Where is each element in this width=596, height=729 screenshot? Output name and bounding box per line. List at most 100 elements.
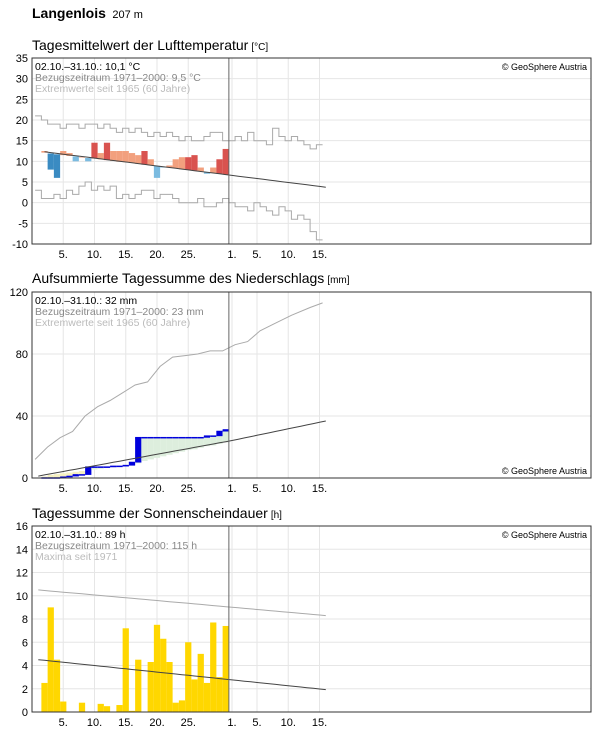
y-tick-label: 25 <box>16 94 28 106</box>
sunshine-bar <box>172 702 179 712</box>
x-tick-label: 10. <box>281 249 296 261</box>
temperature-bar-warm <box>78 157 86 158</box>
info-line: Extremwerte seit 1965 (60 Jahre) <box>35 317 190 329</box>
x-tick-label: 5. <box>59 717 68 729</box>
x-tick-label: 5. <box>59 249 68 261</box>
temperature-bar-warm <box>185 157 192 171</box>
precip-increment-bar <box>128 462 136 466</box>
sunshine-bar <box>53 659 61 712</box>
y-tick-label: 10 <box>16 156 28 168</box>
temperature-bar-warm <box>172 159 179 169</box>
sunshine-bar <box>128 710 136 712</box>
sunshine-bar <box>116 705 123 712</box>
precip-increment-bar <box>203 436 211 438</box>
precipitation-chart: 0 40 80 120 5. 10. 15. 20. 25. 1. 5. 10. 15. 02.10.–3… <box>10 287 592 495</box>
temperature-bar-warm <box>122 151 129 163</box>
max-extreme-line <box>38 589 326 617</box>
sunshine-bar <box>222 625 229 712</box>
plot-frame <box>31 525 592 713</box>
temperature-bar-cold <box>85 158 92 162</box>
precip-surplus-area <box>197 437 204 448</box>
precip-surplus-area <box>185 437 192 451</box>
sunshine-bar <box>203 682 211 712</box>
info-line: Bezugszeitraum 1971–2000: 115 h <box>35 540 197 552</box>
reference-mean-line <box>38 420 326 477</box>
x-tick-label: 20. <box>149 717 164 729</box>
station-header: Langenlois 207 m <box>32 5 143 23</box>
temperature-bar-warm <box>135 155 142 164</box>
y-tick-label: 6 <box>22 637 28 649</box>
y-tick-label: 120 <box>10 287 28 299</box>
sunshine-bar <box>97 703 104 712</box>
reference-mean-line <box>38 659 326 691</box>
sunshine-bar <box>60 701 67 712</box>
y-tick-label: 8 <box>22 614 28 626</box>
x-tick-label: 15. <box>312 483 327 495</box>
credit-label: © GeoSphere Austria <box>502 62 587 72</box>
temperature-bar-warm <box>222 148 229 175</box>
panel-unit: [°C] <box>251 42 269 53</box>
x-tick-label: 15. <box>118 483 133 495</box>
sunshine-bar <box>210 622 217 712</box>
sunshine-bar <box>147 662 154 712</box>
panel-title-text: Tagesmittelwert der Lufttemperatur <box>32 37 249 53</box>
y-tick-label: 15 <box>16 136 28 148</box>
panel-title-text: Aufsummierte Tagessumme des Niederschlag… <box>32 270 325 286</box>
plot-frame <box>31 57 592 245</box>
y-tick-label: 4 <box>22 661 28 673</box>
precip-surplus-area <box>216 431 223 444</box>
info-line: Bezugszeitraum 1971–2000: 9,5 °C <box>35 72 201 84</box>
x-tick-label: 10. <box>87 249 102 261</box>
precip-surplus-area <box>172 437 179 454</box>
max-extreme-line <box>35 115 323 150</box>
station-elevation: 207 m <box>112 9 143 21</box>
panel-unit: [mm] <box>327 275 350 286</box>
x-tick-label: 1. <box>227 249 236 261</box>
y-tick-label: 5 <box>22 177 28 189</box>
sunshine-bar <box>103 706 111 712</box>
x-tick-label: 10. <box>281 717 296 729</box>
x-tick-label: 1. <box>227 717 236 729</box>
y-tick-label: 40 <box>16 411 28 423</box>
x-tick-label: 5. <box>59 483 68 495</box>
credit-label: © GeoSphere Austria <box>502 530 587 540</box>
station-name: Langenlois <box>32 5 106 21</box>
panel-unit: [h] <box>270 510 282 521</box>
sunshine-bar <box>178 700 186 712</box>
precip-surplus-area <box>147 437 154 460</box>
y-tick-label: -5 <box>18 218 28 230</box>
temperature-bar-warm <box>178 157 186 170</box>
temperature-bar-warm <box>128 153 136 163</box>
precip-increment-bar <box>72 474 79 477</box>
sunshine-bar <box>153 624 161 712</box>
sunshine-bar <box>41 682 48 712</box>
temperature-bar-warm <box>216 159 223 174</box>
x-tick-label: 25. <box>181 483 196 495</box>
precip-surplus-area <box>160 437 167 457</box>
x-tick-label: 15. <box>312 717 327 729</box>
panel-title-precipitation: Aufsummierte Tagessumme des Niederschlag… <box>32 270 350 286</box>
x-tick-label: 15. <box>118 717 133 729</box>
precip-increment-bar <box>135 437 142 463</box>
y-tick-label: 35 <box>16 53 28 65</box>
precip-deficit-area <box>47 474 54 478</box>
x-tick-label: 25. <box>181 717 196 729</box>
temperature-bar-cold <box>153 165 161 178</box>
x-tick-label: 15. <box>118 249 133 261</box>
x-tick-label: 1. <box>227 483 236 495</box>
temperature-bar-warm <box>60 151 67 156</box>
x-tick-label: 10. <box>87 483 102 495</box>
sunshine-bar <box>135 659 142 712</box>
sunshine-bar <box>197 653 204 712</box>
precip-surplus-area <box>91 467 98 470</box>
x-tick-label: 20. <box>149 249 164 261</box>
min-extreme-line <box>35 181 323 241</box>
temperature-bar-warm <box>210 167 217 173</box>
temperature-chart: -10 -5 0 5 10 15 20 25 30 35 5. 10. 15. 20. 25. 1. 5. 10.… <box>12 53 592 261</box>
sunshine-bar <box>78 702 86 712</box>
temperature-bar-warm <box>191 155 198 171</box>
x-tick-label: 10. <box>87 717 102 729</box>
x-tick-label: 20. <box>149 483 164 495</box>
x-tick-label: 15. <box>312 249 327 261</box>
sunshine-bar <box>122 628 129 712</box>
